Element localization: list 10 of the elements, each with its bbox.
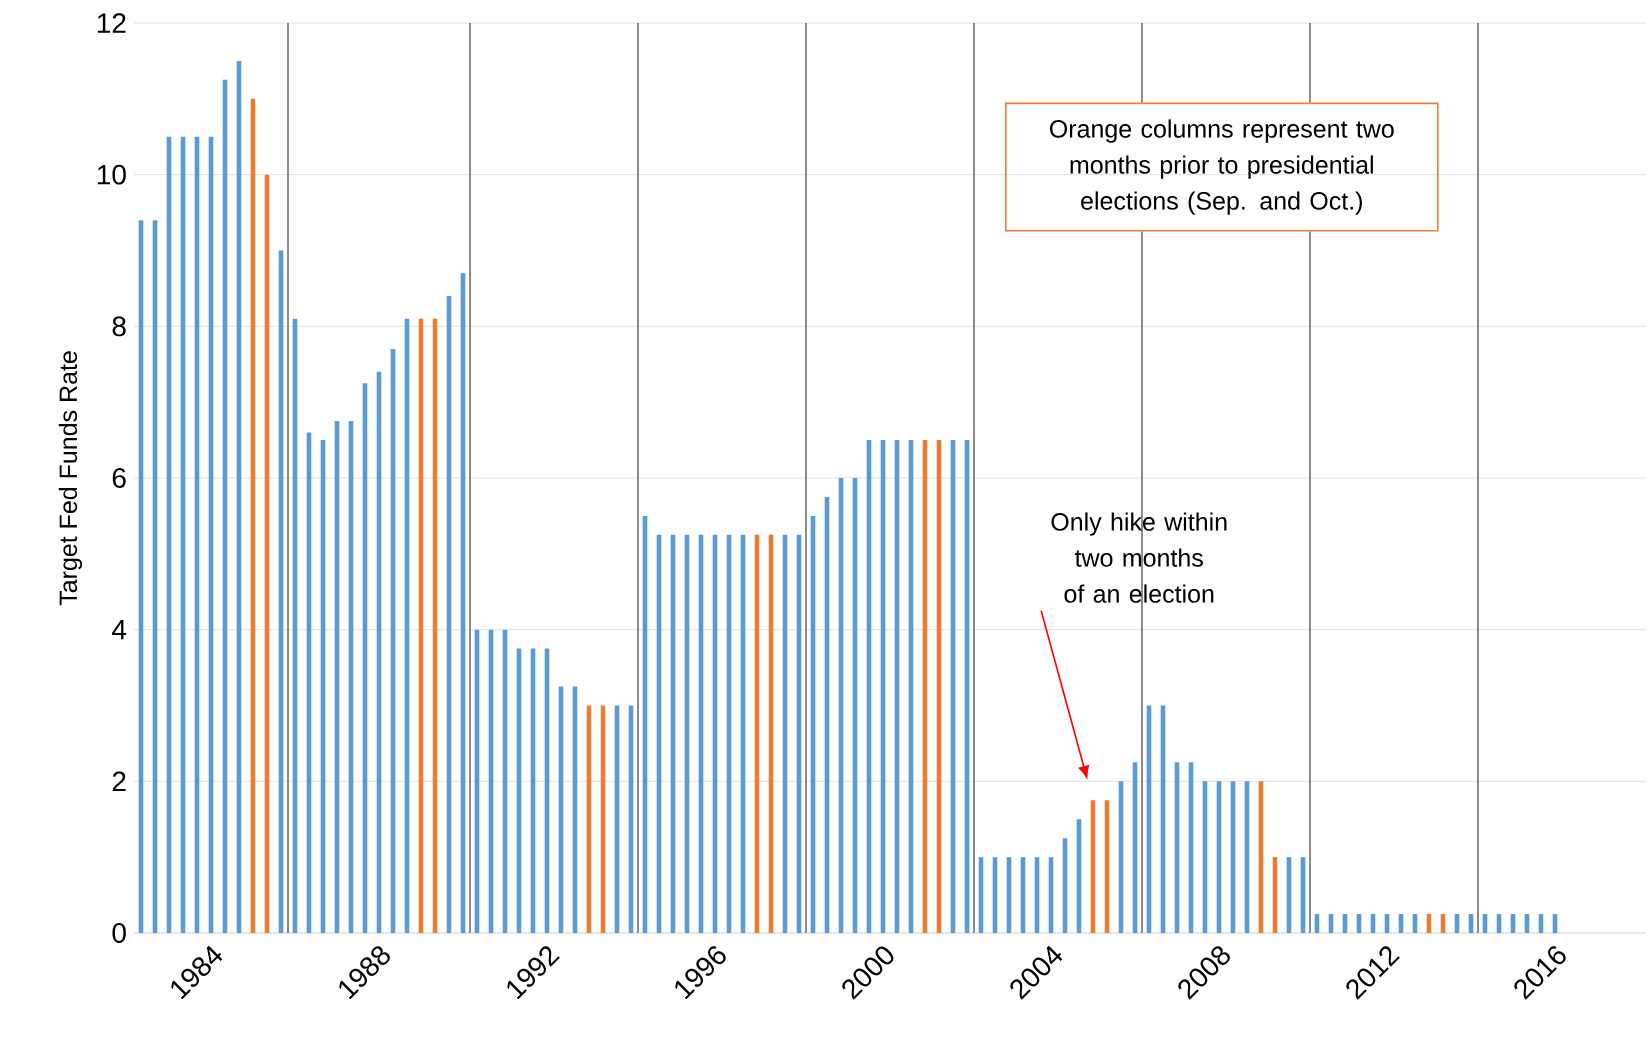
y-tick-label: 2: [112, 771, 126, 792]
y-tick-label: 6: [112, 468, 126, 488]
y-tick-label: 8: [112, 316, 126, 337]
y-axis-title: Target Fed Funds Rate: [58, 351, 83, 606]
annotation: Only hike within two months of an election: [1051, 512, 1227, 603]
y-tick-label: 0: [112, 923, 126, 943]
y-tick-label: 4: [111, 620, 127, 640]
y-tick-label: 12: [97, 13, 126, 33]
y-tick-label: 10: [97, 164, 126, 185]
annotation: Orange columns represent two months prior to presidential elections (Sep. and Oct.): [1050, 119, 1394, 215]
